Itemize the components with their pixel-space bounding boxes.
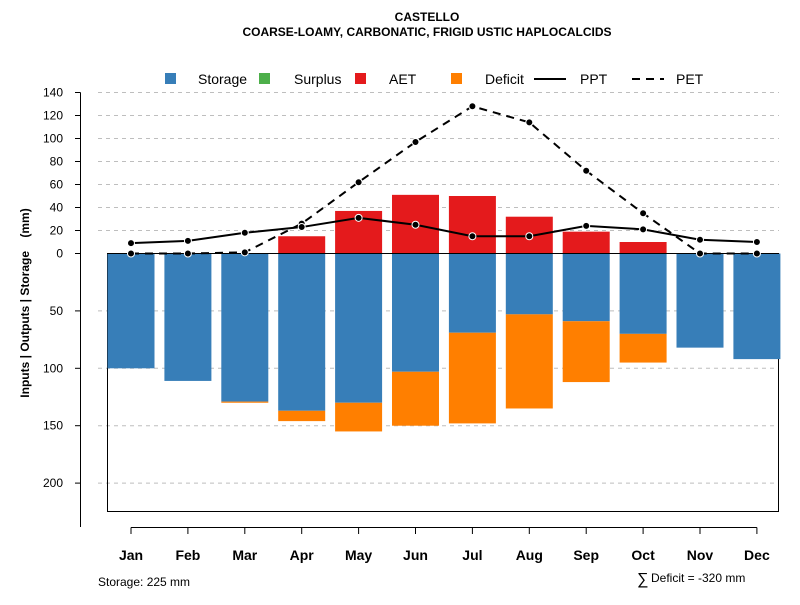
x-tick-label-mar: Mar (232, 547, 257, 563)
ppt-point (752, 238, 761, 246)
legend-label-pet: PET (676, 71, 704, 87)
pet-point (127, 249, 135, 258)
storage-bar-dec (733, 253, 781, 360)
legend-label-surplus: Surplus (294, 71, 341, 87)
ppt-point (411, 220, 420, 229)
storage-bar-feb (164, 253, 212, 381)
aet-bar-apr (278, 236, 326, 254)
x-tick-label-dec: Dec (744, 547, 770, 563)
lines (127, 102, 761, 258)
x-tick-label-may: May (345, 547, 372, 563)
x-tick-label-feb: Feb (175, 547, 200, 563)
deficit-bar-mar (221, 401, 269, 403)
pet-point (468, 102, 477, 111)
storage-bar-jan (107, 253, 155, 369)
y-tick-label: 20 (50, 224, 64, 238)
y-tick-label: 120 (43, 109, 63, 123)
y-tick-label: 100 (43, 361, 63, 375)
legend-swatch-deficit (451, 73, 462, 84)
storage-footnote: Storage: 225 mm (98, 575, 190, 589)
legend-swatch-storage (165, 73, 176, 84)
legend-swatch-surplus (259, 73, 270, 84)
y-tick-label: 60 (50, 178, 64, 192)
legend-label-ppt: PPT (580, 71, 608, 87)
deficit-bar-aug (505, 314, 553, 409)
x-tick-label-jan: Jan (119, 547, 143, 563)
storage-bar-sep (562, 253, 610, 322)
y-tick-label: 50 (50, 304, 64, 318)
aet-bar-jul (448, 196, 496, 254)
pet-point (183, 249, 192, 258)
x-tick-label-oct: Oct (631, 547, 655, 563)
ppt-point (183, 236, 192, 245)
aet-bar-sep (562, 231, 610, 254)
ppt-point (582, 221, 591, 230)
ppt-point (525, 232, 534, 241)
x-tick-label-jul: Jul (462, 547, 482, 563)
legend-label-aet: AET (389, 71, 417, 87)
x-axis: Jan Feb Mar Apr May Jun Jul Aug Sep Oct Nov Dec (119, 527, 770, 563)
ppt-point (297, 223, 306, 232)
y-axis-label: Inputs | Outputs | Storage (mm) (18, 208, 32, 397)
sum-symbol: ∑ (637, 571, 648, 588)
pet-point (525, 118, 534, 127)
ppt-point (127, 239, 135, 248)
deficit-footnote: Deficit = -320 mm (651, 571, 745, 585)
pet-point (696, 249, 704, 258)
deficit-bar-apr (278, 410, 326, 422)
storage-bar-jul (448, 253, 496, 333)
y-tick-label: 150 (43, 419, 63, 433)
ppt-point (354, 213, 363, 222)
x-tick-label-sep: Sep (573, 547, 599, 563)
y-tick-label: 140 (43, 86, 63, 100)
storage-bar-may (335, 253, 383, 403)
deficit-bar-may (335, 402, 383, 432)
pet-point (752, 249, 761, 258)
ppt-point (240, 228, 249, 237)
x-tick-label-jun: Jun (403, 547, 428, 563)
deficit-bar-jul (448, 332, 496, 424)
deficit-bar-jun (392, 371, 439, 426)
y-tick-label: 80 (50, 155, 64, 169)
pet-point (639, 209, 648, 218)
x-tick-label-aug: Aug (516, 547, 543, 563)
ppt-point (639, 225, 648, 234)
storage-bar-mar (221, 253, 269, 402)
ppt-point (468, 232, 477, 241)
legend-label-storage: Storage (198, 71, 247, 87)
storage-bar-aug (505, 253, 553, 315)
storage-bar-nov (676, 253, 724, 348)
pet-point (582, 166, 591, 175)
legend-label-deficit: Deficit (485, 71, 524, 87)
legend: Storage Surplus AET Deficit PPT PET (165, 71, 704, 87)
ppt-point (696, 235, 704, 244)
aet-bar-oct (619, 242, 667, 254)
x-tick-label-nov: Nov (687, 547, 714, 563)
chart-title: CASTELLO (395, 10, 460, 24)
bars (107, 194, 781, 432)
y-tick-label: 40 (50, 201, 64, 215)
storage-bar-oct (619, 253, 667, 334)
legend-swatch-aet (355, 73, 366, 84)
pet-point (354, 178, 363, 187)
x-tick-label-apr: Apr (290, 547, 315, 563)
y-tick-label: 100 (43, 132, 63, 146)
y-axis: 0 20 40 60 80 100 120 140 50 100 150 200 (43, 86, 81, 527)
storage-bar-apr (278, 253, 326, 411)
pet-line (131, 105, 757, 255)
deficit-bar-oct (619, 333, 667, 363)
ppt-line (130, 216, 757, 245)
pet-point (411, 137, 420, 146)
pet-point (240, 248, 249, 257)
y-tick-label: 0 (56, 247, 63, 261)
y-tick-label: 200 (43, 476, 63, 490)
storage-bar-jun (392, 253, 439, 372)
deficit-bar-sep (562, 321, 610, 383)
chart-subtitle: COARSE-LOAMY, CARBONATIC, FRIGID USTIC H… (242, 25, 611, 39)
grid-lines (98, 92, 779, 484)
